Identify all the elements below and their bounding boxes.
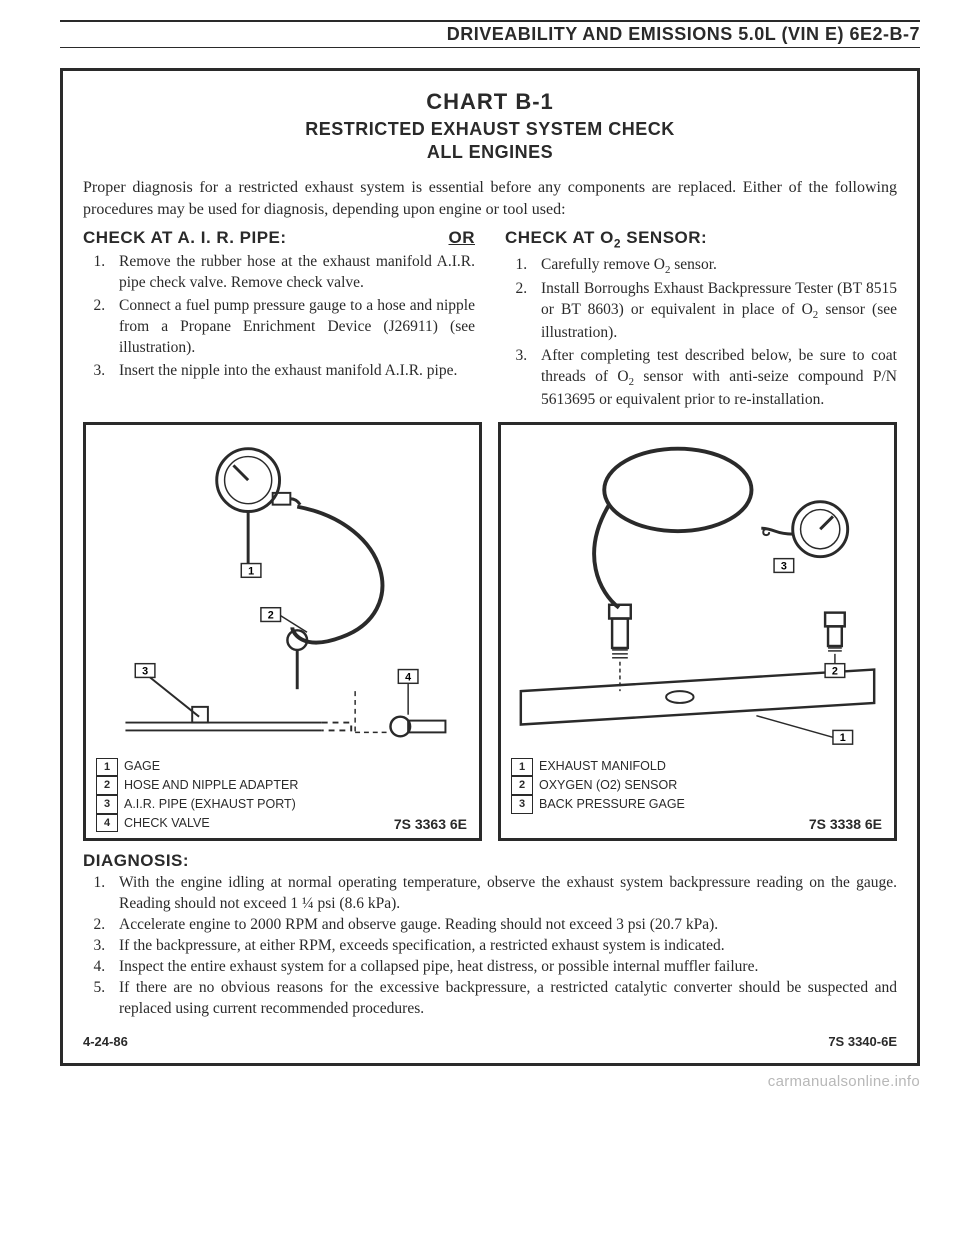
- svg-text:1: 1: [248, 566, 254, 578]
- right-step: After completing test described below, b…: [531, 346, 897, 411]
- or-label: OR: [449, 228, 476, 248]
- footer-code: 7S 3340-6E: [828, 1034, 897, 1049]
- left-step: Connect a fuel pump pressure gauge to a …: [109, 296, 475, 359]
- svg-text:4: 4: [405, 672, 411, 684]
- left-step: Insert the nipple into the exhaust manif…: [109, 361, 475, 382]
- footer-date: 4-24-86: [83, 1034, 128, 1049]
- chart-subtitle-1: RESTRICTED EXHAUST SYSTEM CHECK: [83, 119, 897, 140]
- figure-right-code: 7S 3338 6E: [809, 816, 882, 832]
- diagnosis-item: With the engine idling at normal operati…: [109, 873, 897, 915]
- figure-left-code: 7S 3363 6E: [394, 816, 467, 832]
- right-step: Install Borroughs Exhaust Backpressure T…: [531, 279, 897, 344]
- left-check-heading: CHECK AT A. I. R. PIPE:: [83, 228, 287, 248]
- right-check-heading: CHECK AT O2 SENSOR:: [505, 228, 707, 250]
- figure-right-svg: 3: [511, 433, 884, 753]
- figure-left-svg: 1 2 3: [96, 433, 469, 753]
- svg-text:3: 3: [142, 666, 148, 678]
- svg-text:2: 2: [832, 666, 838, 678]
- figure-right-legend: 1EXHAUST MANIFOLD 2OXYGEN (O2) SENSOR 3B…: [511, 757, 884, 813]
- page-header: DRIVEABILITY AND EMISSIONS 5.0L (VIN E) …: [60, 24, 920, 47]
- diagnosis-item: Inspect the entire exhaust system for a …: [109, 957, 897, 978]
- figure-right: 3: [498, 422, 897, 841]
- left-step: Remove the rubber hose at the exhaust ma…: [109, 252, 475, 294]
- diagnosis-item: Accelerate engine to 2000 RPM and observ…: [109, 915, 897, 936]
- chart-box: CHART B-1 RESTRICTED EXHAUST SYSTEM CHEC…: [60, 68, 920, 1066]
- svg-text:3: 3: [781, 561, 787, 573]
- svg-text:1: 1: [840, 733, 846, 745]
- right-steps: Carefully remove O2 sensor. Install Borr…: [505, 255, 897, 411]
- chart-subtitle-2: ALL ENGINES: [83, 142, 897, 163]
- watermark: carmanualsonline.info: [768, 1073, 920, 1090]
- figure-left: 1 2 3: [83, 422, 482, 841]
- right-step: Carefully remove O2 sensor.: [531, 255, 897, 278]
- diagnosis-list: With the engine idling at normal operati…: [83, 873, 897, 1019]
- diagnosis-item: If the backpressure, at either RPM, exce…: [109, 936, 897, 957]
- chart-title: CHART B-1: [83, 89, 897, 115]
- left-steps: Remove the rubber hose at the exhaust ma…: [83, 252, 475, 382]
- chart-intro: Proper diagnosis for a restricted exhaus…: [83, 177, 897, 220]
- svg-text:2: 2: [268, 610, 274, 622]
- diagnosis-item: If there are no obvious reasons for the …: [109, 978, 897, 1020]
- diagnosis-heading: DIAGNOSIS:: [83, 851, 897, 871]
